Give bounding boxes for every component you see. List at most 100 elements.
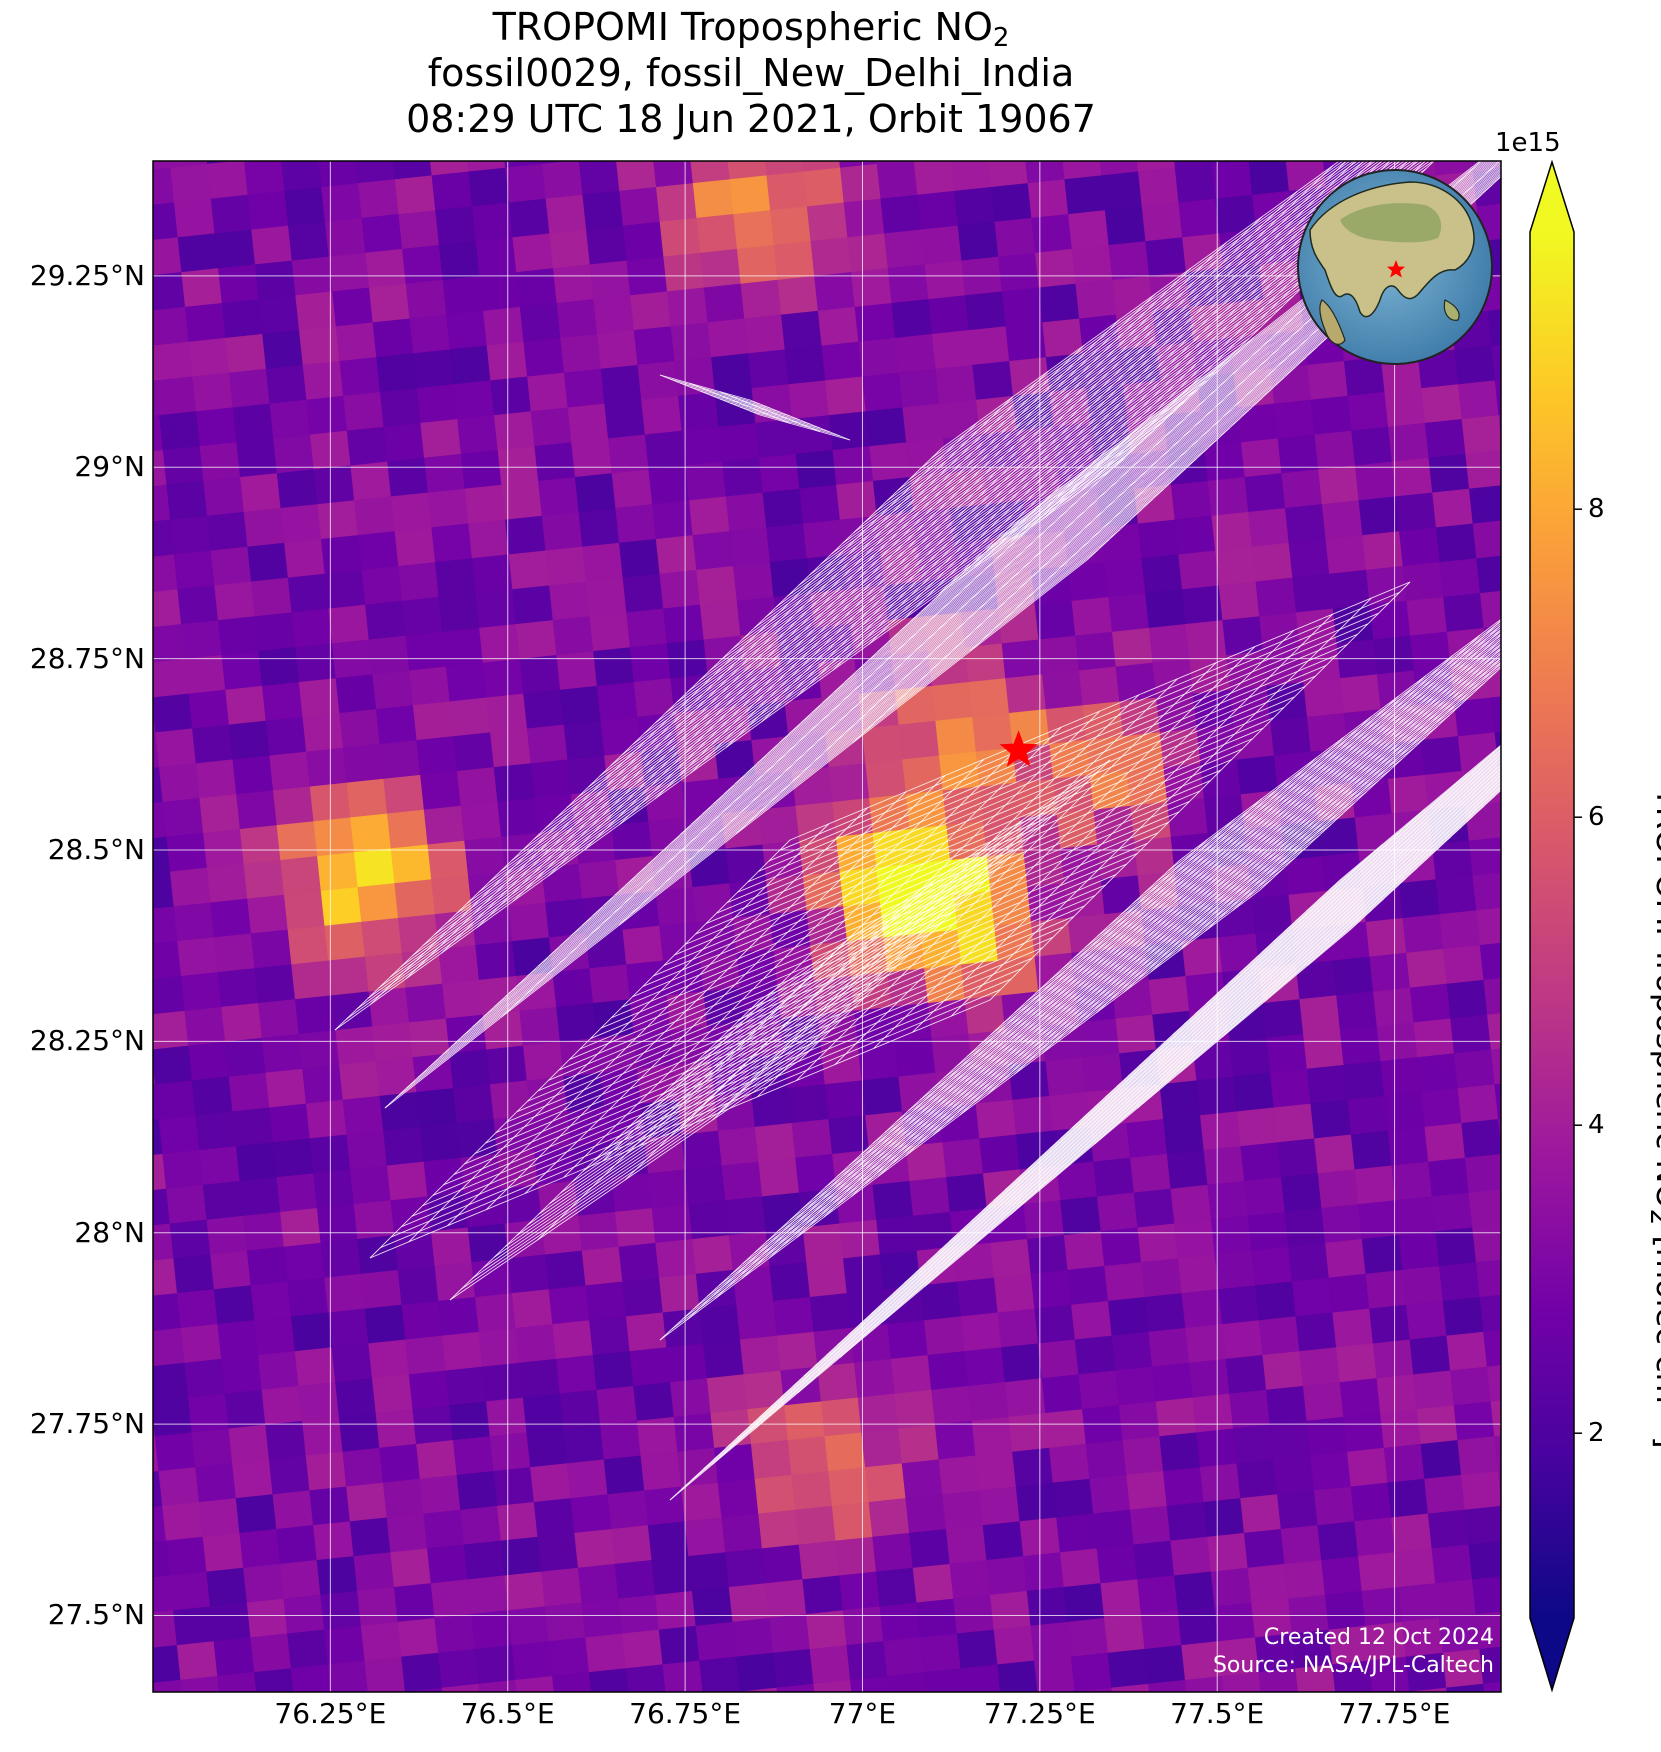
no2-pixel [519, 1006, 561, 1047]
no2-pixel [420, 419, 462, 459]
no2-pixel [251, 225, 293, 265]
no2-pixel [482, 1362, 524, 1403]
no2-pixel [317, 852, 359, 892]
no2-pixel [390, 1548, 432, 1588]
no2-pixel [1380, 1057, 1422, 1097]
no2-pixel [1269, 1420, 1311, 1461]
no2-pixel [383, 774, 425, 815]
no2-pixel [1427, 1509, 1470, 1550]
no2-pixel [203, 828, 245, 869]
target-star-icon[interactable] [999, 730, 1038, 767]
lon-tick-label: 76.5°E [460, 1697, 555, 1730]
no2-pixel [188, 337, 230, 378]
no2-pixel [508, 902, 550, 942]
no2-pixel [854, 302, 896, 343]
no2-pixel [1442, 1296, 1484, 1337]
no2-pixel [946, 1173, 988, 1213]
no2-pixel [1229, 1037, 1271, 1078]
no2-pixel [1133, 1540, 1175, 1580]
no2-pixel [589, 1316, 631, 1356]
lon-tick-label: 77.75°E [1338, 1697, 1451, 1730]
no2-pixel [835, 832, 878, 873]
no2-pixel [684, 1517, 726, 1557]
no2-pixel [298, 1030, 340, 1070]
no2-pixel [97, 524, 137, 563]
no2-pixel [1159, 1080, 1201, 1120]
no2-pixel [1435, 1227, 1477, 1267]
no2-pixel [688, 496, 731, 536]
no2-pixel [754, 1474, 796, 1515]
no2-pixel [909, 1177, 951, 1217]
no2-pixel [769, 1614, 811, 1654]
no2-pixel [1468, 1541, 1501, 1580]
no2-pixel [153, 341, 193, 381]
no2-pixel [582, 542, 624, 583]
no2-pixel [519, 1358, 561, 1399]
no2-pixel [1211, 511, 1253, 552]
no2-pixel [839, 161, 878, 169]
no2-pixel [199, 442, 241, 482]
no2-pixel [722, 457, 764, 498]
no2-pixel [361, 565, 403, 606]
no2-pixel [764, 161, 804, 177]
no2-pixel [761, 1544, 804, 1584]
no2-pixel [1094, 102, 1134, 141]
no2-pixel [994, 217, 1036, 258]
no2-pixel [1204, 442, 1246, 482]
no2-pixel [280, 856, 322, 896]
no2-pixel [453, 380, 495, 420]
no2-pixel [1248, 161, 1290, 196]
no2-pixel [357, 179, 400, 219]
no2-pixel [207, 161, 249, 200]
no2-pixel [1159, 1432, 1201, 1472]
no2-pixel [192, 372, 234, 412]
colorbar-label: TROPOMI Tropospheric NO2 [molec cm−2] [1644, 787, 1661, 1448]
no2-pixel [1435, 1579, 1477, 1619]
no2-pixel [346, 778, 388, 819]
no2-pixel [153, 693, 193, 733]
no2-pixel [169, 1571, 211, 1611]
no2-pixel [931, 1385, 973, 1426]
no2-pixel [1321, 1204, 1363, 1244]
no2-pixel [843, 198, 885, 238]
no2-pixel [184, 302, 227, 343]
no2-pixel [195, 407, 238, 447]
no2-pixel [1181, 1289, 1223, 1329]
no2-pixel [1015, 1482, 1057, 1522]
no2-pixel [1332, 1308, 1374, 1348]
no2-pixel [1034, 1656, 1076, 1692]
no2-pixel [390, 844, 432, 884]
no2-pixel [1059, 1548, 1102, 1588]
no2-pixel [707, 318, 749, 358]
no2-pixel [791, 1119, 833, 1159]
no2-pixel [1067, 1617, 1109, 1658]
no2-pixel [460, 449, 502, 490]
no2-pixel [1012, 1095, 1054, 1136]
no2-pixel [1325, 1238, 1367, 1279]
no2-pixel [107, 1332, 147, 1371]
no2-pixel [655, 1590, 697, 1631]
no2-pixel [221, 1003, 263, 1043]
no2-pixel [1148, 1679, 1187, 1692]
no2-pixel [328, 252, 370, 293]
no2-pixel [1232, 1424, 1275, 1464]
no2-pixel [349, 1517, 391, 1557]
no2-pixel [1078, 1018, 1120, 1058]
no2-pixel [287, 1629, 329, 1669]
no2-pixel [651, 1556, 693, 1596]
no2-pixel [1487, 309, 1501, 347]
no2-pixel [1074, 1335, 1116, 1375]
no2-pixel [920, 1633, 962, 1673]
no2-pixel [957, 221, 999, 262]
no2-pixel [1207, 1180, 1249, 1221]
no2-pixel [593, 1703, 633, 1742]
no2-pixel [1067, 1266, 1109, 1306]
no2-pixel [1034, 1304, 1076, 1345]
no2-pixel [566, 1459, 609, 1499]
no2-pixel [402, 244, 444, 285]
no2-pixel [861, 1076, 903, 1116]
no2-pixel [232, 403, 274, 443]
no2-pixel [1100, 1579, 1142, 1619]
no2-pixel [1130, 1153, 1172, 1194]
